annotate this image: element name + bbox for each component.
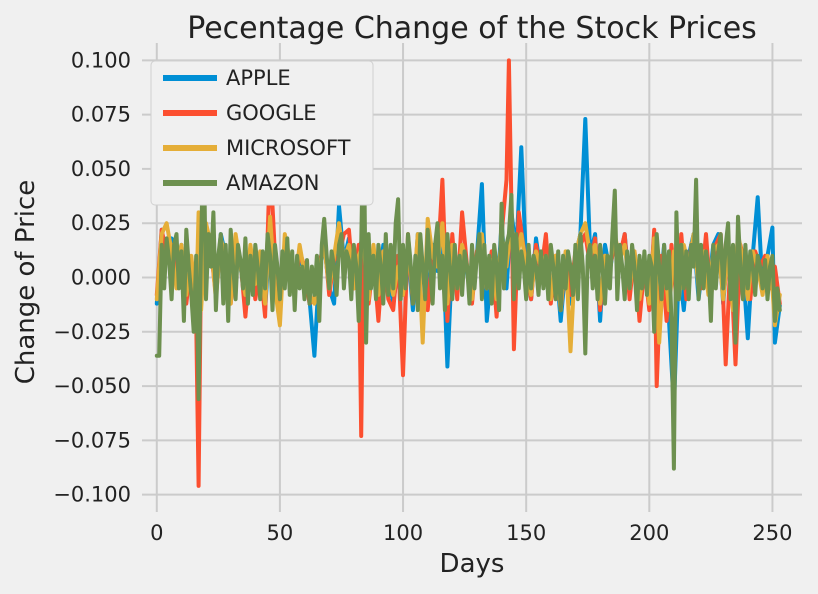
legend: APPLE GOOGLE MICROSOFT AMAZON bbox=[150, 60, 374, 206]
y-tick-label: −0.075 bbox=[53, 428, 131, 452]
y-tick-label: −0.050 bbox=[53, 374, 131, 398]
y-tick-label: 0.075 bbox=[71, 103, 131, 127]
x-tick-label: 150 bbox=[506, 521, 546, 545]
x-tick-label: 50 bbox=[267, 521, 294, 545]
legend-label-apple: APPLE bbox=[226, 66, 291, 90]
x-axis-label: Days bbox=[440, 549, 505, 579]
x-tick-label: 200 bbox=[629, 521, 669, 545]
y-tick-label: −0.100 bbox=[53, 483, 131, 507]
y-tick-label: 0.000 bbox=[71, 266, 131, 290]
y-tick-label: 0.025 bbox=[71, 211, 131, 235]
y-axis-label: Change of Price bbox=[11, 180, 41, 385]
legend-label-amazon: AMAZON bbox=[226, 171, 319, 195]
tick-labels: 0 50 100 150 200 250 −0.100 −0.075 −0.050 −0.025 0… bbox=[53, 48, 792, 545]
legend-box bbox=[150, 60, 374, 206]
y-tick-label: −0.025 bbox=[53, 320, 131, 344]
x-tick-label: 250 bbox=[752, 521, 792, 545]
legend-label-google: GOOGLE bbox=[226, 101, 317, 125]
series-lines bbox=[154, 58, 782, 488]
legend-label-microsoft: MICROSOFT bbox=[226, 136, 351, 160]
x-tick-label: 100 bbox=[383, 521, 423, 545]
y-tick-label: 0.050 bbox=[71, 157, 131, 181]
chart-title: Pecentage Change of the Stock Prices bbox=[187, 11, 757, 46]
y-tick-label: 0.100 bbox=[71, 48, 131, 72]
x-tick-label: 0 bbox=[150, 521, 163, 545]
series-line-amazon bbox=[154, 104, 782, 471]
